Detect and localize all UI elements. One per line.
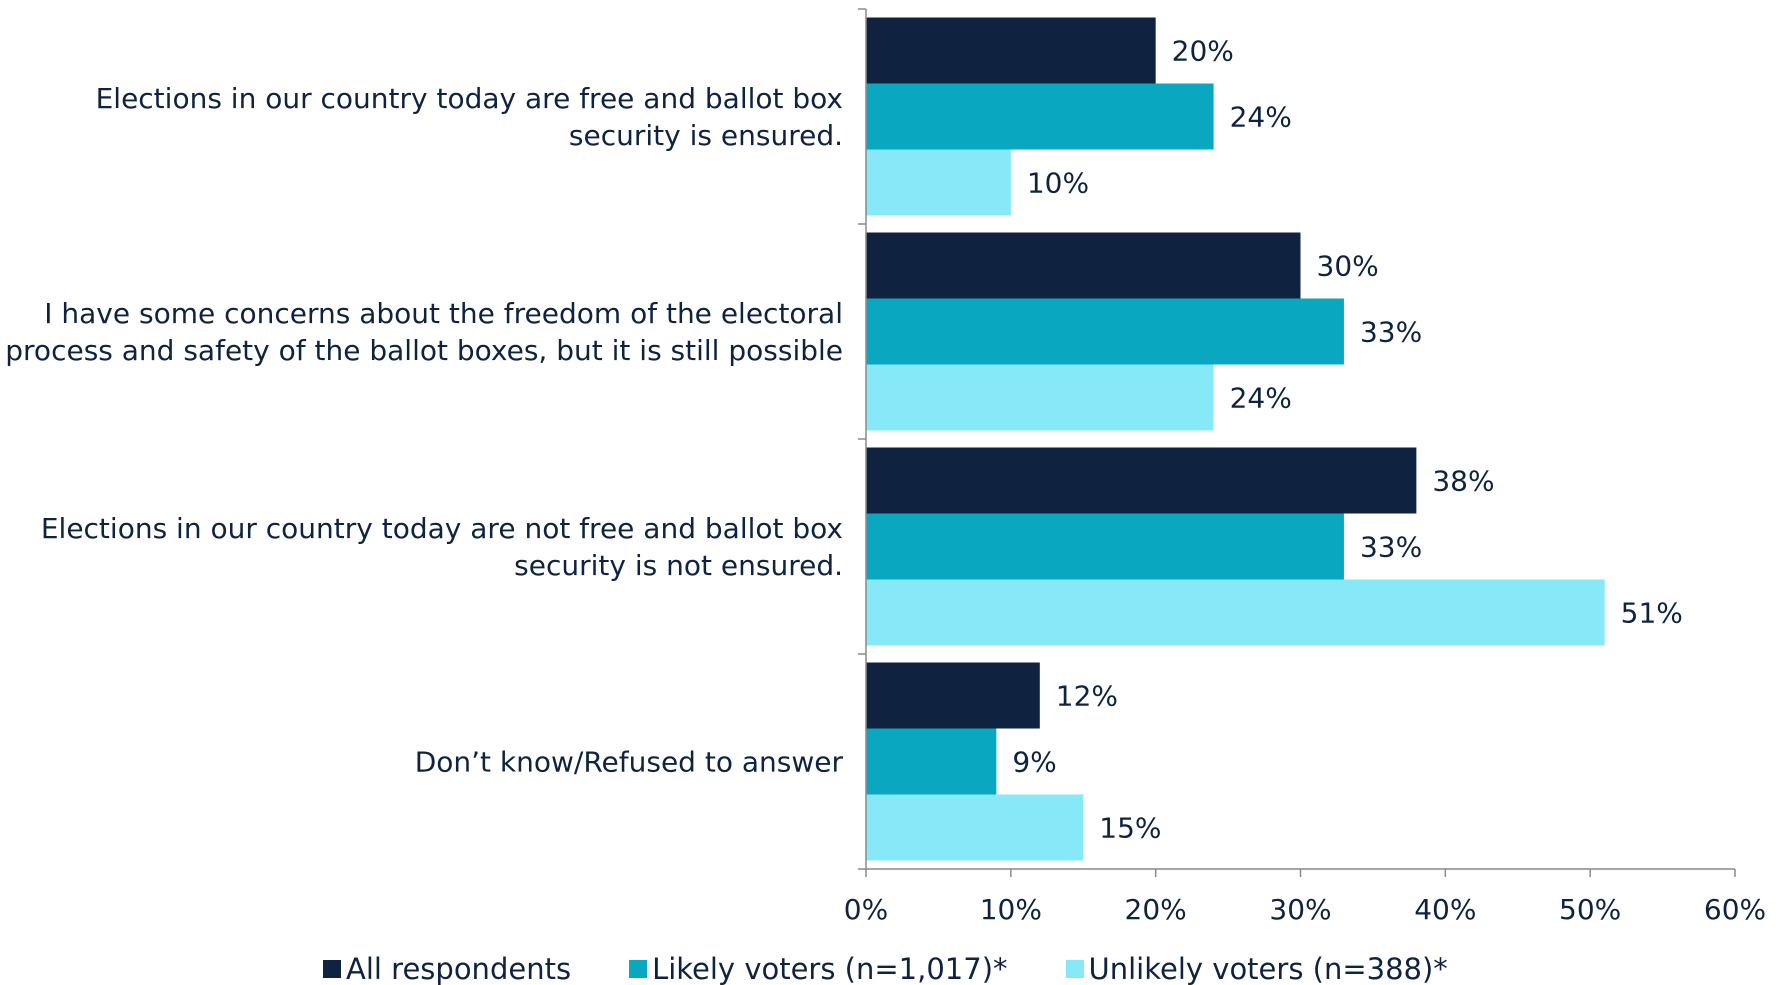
x-tick-label: 60% (1704, 893, 1766, 926)
legend-label: All respondents (346, 952, 572, 985)
bar-1-series-1 (866, 17, 1156, 84)
axes-layer: 0% 10% 20% 30% 40% 50% 60% (844, 8, 1766, 926)
value-label-3-series-2: 33% (1360, 531, 1422, 564)
bar-4-series-3 (866, 794, 1084, 861)
value-label-1-series-3: 10% (1027, 167, 1089, 200)
bar-2-series-2 (866, 298, 1344, 365)
value-label-3-series-3: 51% (1621, 597, 1683, 630)
value-label-1-series-2: 24% (1230, 101, 1292, 134)
bar-3-series-2 (866, 513, 1344, 580)
legend-item-1: All respondents (323, 952, 571, 985)
bar-3-series-3 (866, 579, 1605, 646)
value-label-4-series-3: 15% (1099, 812, 1161, 845)
bar-2-series-3 (866, 364, 1214, 431)
bar-4-series-2 (866, 728, 997, 795)
bars-layer (866, 17, 1605, 861)
bar-1-series-3 (866, 149, 1011, 216)
legend-swatch (629, 960, 648, 978)
category-label-3: Elections in our country today are not f… (40, 511, 843, 582)
bar-2-series-1 (866, 232, 1301, 299)
x-tick-label: 0% (844, 893, 888, 926)
value-label-2-series-2: 33% (1360, 316, 1422, 349)
legend-label: Likely voters (n=1,017)* (652, 952, 1008, 985)
value-label-2-series-1: 30% (1317, 250, 1379, 283)
legend-label: Unlikely voters (n=388)* (1088, 952, 1448, 985)
bar-4-series-1 (866, 662, 1040, 729)
value-label-4-series-2: 9% (1012, 746, 1056, 779)
legend-swatch (323, 960, 341, 978)
bar-1-series-2 (866, 83, 1214, 150)
category-label-4: Don’t know/Refused to answer (414, 745, 843, 778)
value-label-1-series-1: 20% (1172, 35, 1234, 68)
value-label-2-series-3: 24% (1230, 382, 1292, 415)
x-tick-label: 40% (1414, 893, 1476, 926)
x-tick-label: 30% (1269, 893, 1331, 926)
legend-item-3: Unlikely voters (n=388)* (1065, 952, 1448, 985)
legend-swatch (1065, 960, 1084, 978)
legend-item-2: Likely voters (n=1,017)* (629, 952, 1008, 985)
legend: All respondents Likely voters (n=1,017)* U… (323, 952, 1506, 985)
bar-3-series-1 (866, 447, 1417, 514)
x-tick-label: 20% (1125, 893, 1187, 926)
x-tick-label: 10% (980, 893, 1042, 926)
value-label-3-series-1: 38% (1432, 465, 1494, 498)
value-labels-layer: 20% 24% 10% 30% 33% 24% 38% 33% 51% 12%9% 15% (1012, 35, 1683, 845)
category-label-2: I have some concerns about the freedom o… (5, 296, 843, 367)
x-tick-label: 50% (1559, 893, 1621, 926)
value-label-4-series-1: 12% (1056, 680, 1118, 713)
category-label-1: Elections in our country today are free … (95, 81, 843, 152)
